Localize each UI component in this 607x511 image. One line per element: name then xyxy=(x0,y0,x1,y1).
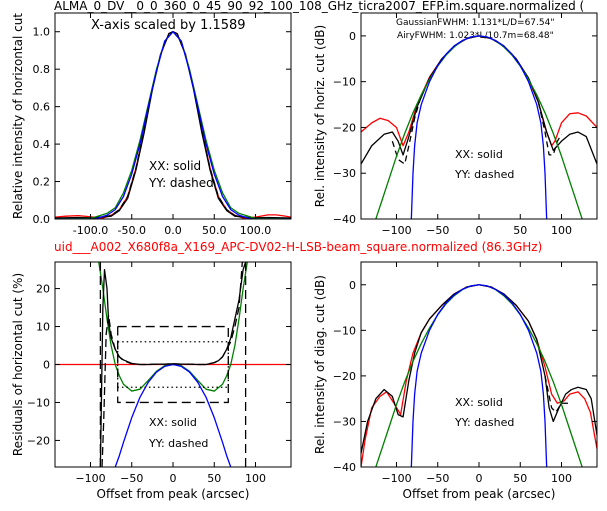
annotation-xx: XX: solid xyxy=(149,159,201,173)
x-tick-label: 100.0 xyxy=(240,224,272,237)
x-tick-label: 50 xyxy=(513,472,527,485)
y-tick-label: −20 xyxy=(333,121,356,134)
y-tick-label: −10 xyxy=(333,324,356,337)
annotation-yy: YY: dashed xyxy=(148,176,214,190)
y-tick-label: 0.2 xyxy=(33,176,51,189)
y-tick-label: 1.0 xyxy=(33,26,51,39)
plot-area xyxy=(361,284,597,467)
y-axis-label: Rel. intensity of diag. cut (dB) xyxy=(313,275,327,454)
series-line-black-2 xyxy=(544,375,569,413)
y-tick-label: −20 xyxy=(333,370,356,383)
panel-top-left: X-axis scaled by 1.1589 XX: solid YY: da… xyxy=(11,12,292,237)
y-tick-label: 0.6 xyxy=(33,101,51,114)
y-tick-label: 0 xyxy=(349,279,356,292)
y-tick-label: 0.0 xyxy=(33,213,51,226)
y-tick-label: 0.4 xyxy=(33,138,51,151)
y-tick-label: 20 xyxy=(36,283,50,296)
x-tick-label: 100 xyxy=(245,472,266,485)
series-line-green-4 xyxy=(375,35,583,219)
series-line-black-5 xyxy=(117,325,229,404)
series-line-green-3 xyxy=(55,31,291,219)
series-line-blue-5 xyxy=(410,35,548,219)
annotation-gaussian: GaussianFWHM: 1.131*L/D=67.54" xyxy=(396,18,554,28)
series-line-blue-2 xyxy=(114,363,232,467)
series-line-blue-4 xyxy=(410,284,548,467)
y-tick-label: 0 xyxy=(43,359,50,372)
x-tick-label: 100 xyxy=(551,472,572,485)
annotation-yy: YY: dashed xyxy=(454,416,514,429)
panel-bottom-left: XX: solid YY: dashed −100 −50 0 50 100−20−10… xyxy=(11,261,292,501)
plot-area xyxy=(55,31,291,219)
series-line-red-0 xyxy=(55,31,291,219)
y-tick-label: −20 xyxy=(27,434,50,447)
series-line-blue-4 xyxy=(55,31,291,219)
y-tick-label: −10 xyxy=(333,76,356,89)
x-tick-label: 0 xyxy=(476,224,483,237)
annotation-xx: XX: solid xyxy=(455,148,503,161)
x-tick-label: 0.0 xyxy=(164,224,182,237)
x-tick-label: −100 xyxy=(381,472,411,485)
y-tick-label: −10 xyxy=(27,396,50,409)
y-axis-label: Residuals of horizontal cut (%) xyxy=(11,273,25,456)
x-tick-label: −50 xyxy=(120,472,143,485)
x-tick-label: −100 xyxy=(381,224,411,237)
x-tick-label: −50 xyxy=(426,224,449,237)
series-line-black-1 xyxy=(55,31,291,219)
series-line-black-2 xyxy=(391,95,422,165)
y-axis-label: Relative intensity of horizontal cut xyxy=(11,13,25,219)
annotation-xx: XX: solid xyxy=(149,416,197,429)
x-tick-label: −100 xyxy=(75,472,105,485)
x-tick-label: −50 xyxy=(426,472,449,485)
y-tick-label: −30 xyxy=(333,167,356,180)
series-line-green-3 xyxy=(375,284,583,467)
panel-top-right: GaussianFWHM: 1.131*L/D=67.54" AiryFWHM:… xyxy=(313,12,598,237)
x-tick-label: 0 xyxy=(476,472,483,485)
x-tick-label: 0 xyxy=(170,472,177,485)
y-tick-label: −30 xyxy=(333,415,356,428)
x-tick-label: -50.0 xyxy=(118,224,146,237)
axes-frame xyxy=(360,12,598,220)
annotation-xscale: X-axis scaled by 1.1589 xyxy=(91,18,246,33)
axes-frame xyxy=(360,261,598,468)
mid-title: uid___A002_X680f8a_X169_APC-DV02-H-LSB-b… xyxy=(54,240,542,254)
x-tick-label: -100.0 xyxy=(73,224,108,237)
series-line-black-3 xyxy=(537,102,563,156)
x-tick-label: 100 xyxy=(551,224,572,237)
y-tick-label: −40 xyxy=(333,461,356,474)
y-tick-label: −40 xyxy=(333,213,356,226)
figure-title: ALMA_0_DV__0_0_360_0_45_90_92_100_108_GH… xyxy=(54,0,584,13)
y-tick-label: 0.8 xyxy=(33,63,51,76)
x-axis-label: Offset from peak (arcsec) xyxy=(97,487,250,501)
panel-bottom-right: XX: solid YY: dashed −100 −50 0 50 100−40−30… xyxy=(313,261,598,501)
annotation-xx: XX: solid xyxy=(455,396,503,409)
series-line-black-4 xyxy=(101,262,244,467)
plot-area xyxy=(55,262,291,467)
annotation-yy: YY: dashed xyxy=(454,168,514,181)
y-tick-label: 10 xyxy=(36,321,50,334)
x-tick-label: 50 xyxy=(207,472,221,485)
y-axis-label: Rel. intensity of horiz. cut (dB) xyxy=(313,25,327,207)
x-axis-label: Offset from peak (arcsec) xyxy=(403,487,556,501)
annotation-yy: YY: dashed xyxy=(148,437,208,450)
series-line-black-1 xyxy=(361,35,597,165)
series-line-red-0 xyxy=(361,35,597,147)
series-line-black-2 xyxy=(55,31,291,219)
series-line-red-0 xyxy=(361,284,597,467)
x-tick-label: 50.0 xyxy=(202,224,227,237)
y-tick-label: 0 xyxy=(349,30,356,43)
x-tick-label: 50 xyxy=(513,224,527,237)
plot-area xyxy=(361,35,597,219)
